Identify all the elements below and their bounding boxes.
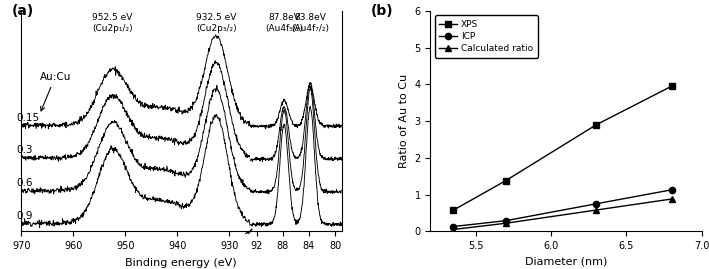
Legend: XPS, ICP, Calculated ratio: XPS, ICP, Calculated ratio (435, 15, 537, 58)
XPS (667, 84, 676, 88)
Text: (a): (a) (12, 4, 34, 18)
X-axis label: Diameter (nm): Diameter (nm) (525, 257, 608, 267)
Line: Calculated ratio: Calculated ratio (450, 196, 675, 233)
Text: 0.6: 0.6 (16, 178, 33, 188)
Text: 932.5 eV
(Cu2p₃/₂): 932.5 eV (Cu2p₃/₂) (196, 13, 237, 33)
Text: 87.8eV
(Au4f₅/₂): 87.8eV (Au4f₅/₂) (265, 13, 303, 33)
Text: 83.8eV
(Au4f₇/₂): 83.8eV (Au4f₇/₂) (291, 13, 329, 33)
Line: ICP: ICP (450, 187, 675, 230)
Text: 0.15: 0.15 (16, 113, 39, 123)
Text: (b): (b) (371, 4, 393, 18)
Text: 0.3: 0.3 (16, 146, 33, 155)
Calculated ratio (449, 228, 457, 231)
XPS (592, 123, 601, 126)
Text: Au:Cu: Au:Cu (40, 72, 71, 111)
Y-axis label: Ratio of Au to Cu: Ratio of Au to Cu (399, 74, 409, 168)
ICP (592, 202, 601, 206)
Text: 952.5 eV
(Cu2p₁/₂): 952.5 eV (Cu2p₁/₂) (92, 13, 133, 33)
Text: 0.9: 0.9 (16, 211, 33, 221)
Calculated ratio (667, 197, 676, 201)
Text: Binding energy (eV): Binding energy (eV) (125, 258, 237, 268)
XPS (449, 209, 457, 212)
ICP (501, 219, 510, 222)
ICP (449, 225, 457, 228)
Calculated ratio (501, 222, 510, 225)
Line: XPS: XPS (450, 83, 675, 214)
Calculated ratio (592, 208, 601, 212)
ICP (667, 188, 676, 192)
XPS (501, 179, 510, 182)
